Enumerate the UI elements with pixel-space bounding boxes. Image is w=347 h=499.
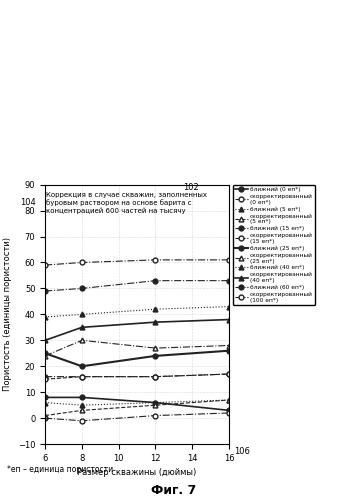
Legend: ближний (0 еп*), скорректированный
(0 еп*), ближний (5 еп*), скорректированный
(: ближний (0 еп*), скорректированный (0 еп… — [233, 185, 315, 305]
Text: *еп – единица пористости: *еп – единица пористости — [7, 465, 113, 474]
Text: 102: 102 — [183, 183, 199, 192]
Text: Фиг. 7: Фиг. 7 — [151, 484, 196, 497]
Text: 104: 104 — [20, 199, 36, 208]
Text: 106: 106 — [235, 448, 251, 457]
Y-axis label: Пористость (единицы пористости): Пористость (единицы пористости) — [3, 238, 12, 391]
X-axis label: Размер скважины (дюймы): Размер скважины (дюймы) — [77, 469, 197, 478]
Text: Коррекция в случае скважин, заполненных
буровым раствором на основе барита с
кон: Коррекция в случае скважин, заполненных … — [46, 193, 207, 214]
